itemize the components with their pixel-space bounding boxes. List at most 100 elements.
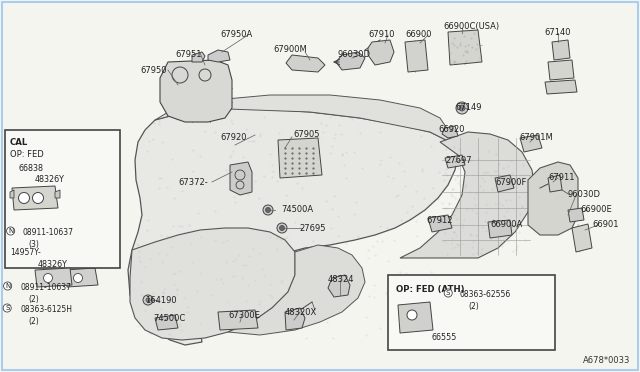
Text: OP: FED: OP: FED xyxy=(10,150,44,159)
Polygon shape xyxy=(155,315,178,330)
Circle shape xyxy=(19,192,29,203)
Text: 74500A: 74500A xyxy=(281,205,313,214)
Circle shape xyxy=(33,192,44,203)
Text: 66900E: 66900E xyxy=(580,205,612,214)
Polygon shape xyxy=(230,162,252,195)
Circle shape xyxy=(407,310,417,320)
Polygon shape xyxy=(10,190,14,198)
Polygon shape xyxy=(155,95,450,142)
Polygon shape xyxy=(400,132,535,258)
Circle shape xyxy=(456,102,468,114)
Polygon shape xyxy=(285,308,305,330)
Polygon shape xyxy=(552,40,570,60)
Text: 164190: 164190 xyxy=(145,296,177,305)
Polygon shape xyxy=(35,268,72,287)
Polygon shape xyxy=(495,175,514,192)
Circle shape xyxy=(280,225,285,231)
Text: 96030D: 96030D xyxy=(568,190,601,199)
Polygon shape xyxy=(65,268,98,287)
Text: 66900A: 66900A xyxy=(490,220,522,229)
Polygon shape xyxy=(218,310,258,330)
Polygon shape xyxy=(548,175,562,192)
Text: 67905: 67905 xyxy=(293,130,319,139)
Text: 48320X: 48320X xyxy=(285,308,317,317)
Text: 67910: 67910 xyxy=(368,30,394,39)
Polygon shape xyxy=(368,40,394,65)
Text: 66838: 66838 xyxy=(18,164,43,173)
Polygon shape xyxy=(128,108,458,345)
Text: 67950A: 67950A xyxy=(220,30,252,39)
Text: 66900: 66900 xyxy=(405,30,431,39)
Text: (2): (2) xyxy=(28,317,39,326)
FancyBboxPatch shape xyxy=(5,130,120,268)
Polygon shape xyxy=(208,50,230,62)
Circle shape xyxy=(263,205,273,215)
Polygon shape xyxy=(448,30,482,65)
Circle shape xyxy=(44,273,52,282)
Polygon shape xyxy=(442,126,458,138)
Text: 67372-: 67372- xyxy=(178,178,208,187)
Text: 67149: 67149 xyxy=(455,103,481,112)
Polygon shape xyxy=(286,55,325,72)
Polygon shape xyxy=(548,60,574,80)
Circle shape xyxy=(143,295,153,305)
Text: 48324: 48324 xyxy=(328,275,355,284)
Text: 27695: 27695 xyxy=(299,224,326,233)
Text: N: N xyxy=(5,283,10,289)
Text: 96030D: 96030D xyxy=(338,50,371,59)
Text: 67300E: 67300E xyxy=(228,311,260,320)
Polygon shape xyxy=(398,302,433,333)
Circle shape xyxy=(459,105,465,111)
Polygon shape xyxy=(130,228,295,340)
Circle shape xyxy=(266,208,271,212)
Text: 08363-6125H: 08363-6125H xyxy=(20,305,72,314)
Polygon shape xyxy=(328,275,350,297)
Text: N: N xyxy=(8,228,13,234)
Text: (2): (2) xyxy=(28,295,39,304)
Text: 67140: 67140 xyxy=(544,28,570,37)
Text: 66920: 66920 xyxy=(438,125,465,134)
Polygon shape xyxy=(488,220,512,238)
Polygon shape xyxy=(572,224,592,252)
Text: 67900F: 67900F xyxy=(495,178,526,187)
Polygon shape xyxy=(55,190,60,198)
Text: 27697: 27697 xyxy=(445,156,472,165)
FancyBboxPatch shape xyxy=(388,275,555,350)
Text: 66555: 66555 xyxy=(432,333,458,342)
Polygon shape xyxy=(336,52,365,70)
Polygon shape xyxy=(12,186,58,210)
Text: 14957Y-: 14957Y- xyxy=(10,248,41,257)
Text: 66900C(USA): 66900C(USA) xyxy=(443,22,499,31)
Text: 67900M: 67900M xyxy=(273,45,307,54)
Polygon shape xyxy=(428,215,452,232)
Text: 67911: 67911 xyxy=(548,173,575,182)
Text: (2): (2) xyxy=(468,302,479,311)
Polygon shape xyxy=(545,80,577,94)
Text: 67920: 67920 xyxy=(220,133,246,142)
Circle shape xyxy=(74,273,83,282)
Text: 08911-10637: 08911-10637 xyxy=(22,228,73,237)
Text: A678*0033: A678*0033 xyxy=(582,356,630,365)
Text: 67912: 67912 xyxy=(426,216,452,225)
Text: S: S xyxy=(5,305,10,311)
Text: 67950: 67950 xyxy=(140,66,166,75)
Polygon shape xyxy=(528,162,578,235)
Polygon shape xyxy=(160,60,232,122)
Text: 74500C: 74500C xyxy=(153,314,185,323)
Text: 08363-62556: 08363-62556 xyxy=(460,290,511,299)
Polygon shape xyxy=(192,52,205,62)
Text: 48326Y: 48326Y xyxy=(38,260,68,269)
Text: 67951: 67951 xyxy=(175,50,202,59)
Circle shape xyxy=(146,298,150,302)
Polygon shape xyxy=(568,208,584,222)
Text: 66901: 66901 xyxy=(592,220,618,229)
Text: CAL: CAL xyxy=(10,138,28,147)
Polygon shape xyxy=(405,40,428,72)
Polygon shape xyxy=(278,138,322,178)
Text: S: S xyxy=(446,290,451,296)
Text: (3): (3) xyxy=(28,240,39,249)
Polygon shape xyxy=(520,135,542,152)
Text: 08911-10637: 08911-10637 xyxy=(20,283,71,292)
Text: 67901M: 67901M xyxy=(519,133,553,142)
Polygon shape xyxy=(445,155,465,168)
